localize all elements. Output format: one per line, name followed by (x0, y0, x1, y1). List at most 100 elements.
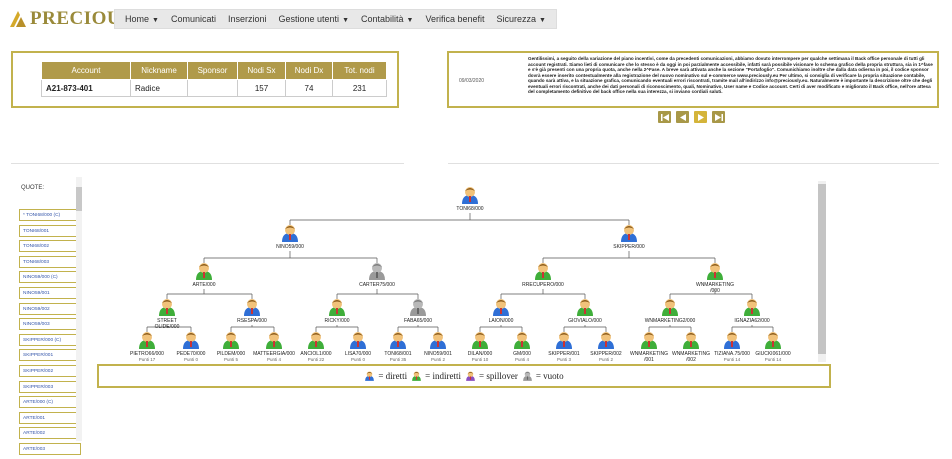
caret-down-icon: ▼ (406, 17, 414, 24)
tree-legend: = diretti = indiretti = spillover = vuoto (97, 364, 831, 388)
quote-item[interactable]: SKIPPER/000 (C) (19, 333, 81, 346)
quote-item[interactable]: ARTE/002 (19, 427, 81, 440)
nav-item-2[interactable]: Inserzioni (222, 14, 273, 24)
nav-item-0[interactable]: Home ▼ (119, 14, 165, 24)
quote-item[interactable]: * TONI68/000 (C) (19, 209, 81, 221)
tree-node-label-part: /002 (686, 357, 696, 363)
nav-item-5[interactable]: Verifica benefit (419, 14, 490, 24)
col-nodi-dx: Nodi Dx (285, 61, 333, 80)
tree-node-label-part: /000 (710, 288, 720, 294)
nav-item-label: Sicurezza (496, 14, 537, 24)
quote-item[interactable]: ARTE/000 (C) (19, 396, 81, 409)
cell-nodi-dx: 74 (285, 79, 333, 97)
quote-item[interactable]: SKIPPER/002 (19, 364, 81, 377)
person-blue-icon (724, 332, 740, 349)
tree-node[interactable]: WNMARKETING/000 (696, 263, 734, 294)
tree-node-label: IGNAZIA62/000 (734, 318, 770, 324)
tree-node[interactable]: FABA65/000 (404, 299, 432, 324)
quote-item[interactable]: TONI68/002 (19, 240, 81, 253)
tree-node-label: MATTEERGIA/000 (253, 351, 295, 357)
tree-node-points: Punti 17 (139, 357, 156, 362)
tree-node[interactable]: WNMARKETING/002 (672, 332, 710, 363)
nav-item-label: Comunicati (170, 14, 216, 24)
tree-node-label: PIETRO66/000 (130, 351, 164, 357)
quote-item[interactable]: SKIPPER/001 (19, 349, 81, 362)
tree-node[interactable]: NINO59/000 (276, 225, 304, 250)
nav-item-4[interactable]: Contabilità ▼ (355, 14, 419, 24)
tree-scrollbar-thumb[interactable] (818, 184, 826, 354)
first-page-button[interactable] (658, 111, 671, 123)
quote-item[interactable]: SKIPPER/003 (19, 380, 81, 393)
tree-node[interactable]: WNMARKETING/001 (630, 332, 668, 363)
nav-item-1[interactable]: Comunicati (165, 14, 222, 24)
tree-node[interactable]: WNMARKETING2/000 (645, 299, 696, 324)
tree-node-label-part: WNMARKETING (696, 282, 734, 288)
quote-item[interactable]: NINO59/001 (19, 286, 81, 299)
quote-item[interactable]: ARTE/001 (19, 411, 81, 424)
person-blue-icon (430, 332, 446, 349)
tree-node[interactable]: RRECUPERO/000 (522, 263, 564, 288)
quote-item[interactable]: TONI68/001 (19, 224, 81, 237)
quote-item[interactable]: TONI68/003 (19, 255, 81, 268)
person-green-icon (412, 371, 422, 381)
legend-label: = spillover (479, 371, 518, 381)
tree-node[interactable]: SKIPPER/000 (613, 225, 645, 250)
tree-node-points: Punti 2 (431, 357, 446, 362)
tree-node[interactable]: LAION/000 (489, 299, 514, 324)
tree-node[interactable]: IGNAZIA62/000 (734, 299, 770, 324)
tree-node[interactable]: CARTER75/000 (359, 263, 395, 288)
quote-item[interactable]: ARTE/003 (19, 442, 81, 455)
quote-item[interactable]: NINO59/000 (C) (19, 271, 81, 284)
nav-item-3[interactable]: Gestione utenti ▼ (273, 14, 355, 24)
tree-node[interactable]: RICKY/000 (324, 299, 350, 324)
prev-page-button[interactable] (676, 111, 689, 123)
last-page-button[interactable] (712, 111, 725, 123)
tree-node-label: PILDEM/000 (217, 351, 246, 357)
tree-node[interactable]: GIOVIALO/000 (568, 299, 602, 324)
col-account: Account (41, 61, 131, 80)
tree-scrollbar[interactable] (818, 181, 826, 362)
legend-item: = spillover (465, 370, 518, 383)
quote-scrollbar-thumb[interactable] (76, 187, 82, 211)
person-green-icon (223, 332, 239, 349)
tree-node[interactable]: ARTE/000 (193, 263, 216, 288)
legend-item: = vuoto (522, 370, 564, 383)
nav-item-6[interactable]: Sicurezza ▼ (491, 14, 552, 24)
cell-nodi-sx: 157 (237, 79, 286, 97)
person-green-icon (159, 299, 175, 316)
next-page-button[interactable] (694, 111, 707, 123)
person-blue-icon (350, 332, 366, 349)
quote-item[interactable]: NINO59/002 (19, 302, 81, 315)
quote-item[interactable]: NINO59/003 (19, 318, 81, 331)
col-nickname: Nickname (130, 61, 188, 80)
last-page-icon (714, 113, 723, 121)
person-green-icon (535, 263, 551, 280)
quote-scrollbar[interactable] (76, 177, 82, 441)
tree-node[interactable]: RSESPA/000 (237, 299, 267, 324)
account-table: Account Nickname Sponsor Nodi Sx Nodi Dx… (41, 61, 387, 97)
tree-node-points: Punti 3 (557, 357, 572, 362)
cell-nickname: Radice (130, 79, 188, 97)
tree-node-label: RICKY/000 (324, 318, 349, 324)
person-blue-icon (183, 332, 199, 349)
person-green-icon (139, 332, 155, 349)
tree-node[interactable]: TONI68/000 (456, 187, 484, 212)
tree-node-points: Punti 14 (765, 357, 782, 362)
announcement-box: 09/03/2020 Gentilissimi, a seguito della… (447, 51, 939, 108)
tree-node-label-part: OLIDE/000 (155, 324, 180, 330)
